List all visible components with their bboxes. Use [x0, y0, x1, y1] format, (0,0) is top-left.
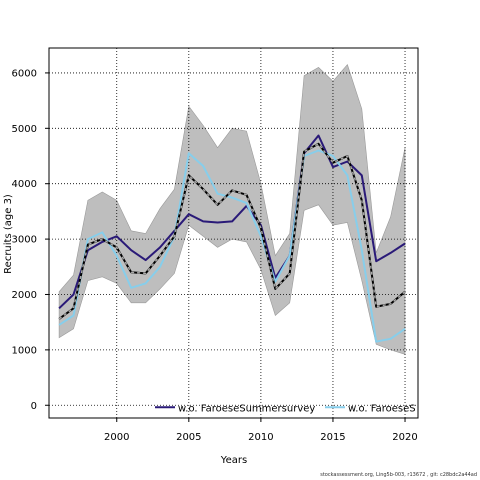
- legend-label-3: w.o. FaroeseS: [348, 403, 416, 414]
- y-tick-label: 2000: [12, 290, 37, 301]
- y-tick-label: 0: [31, 401, 37, 412]
- y-tick-label: 3000: [12, 235, 37, 246]
- x-tick-label: 2020: [392, 432, 417, 443]
- legend: w.o. FaroeseSummersurvey w.o. FaroeseS: [155, 403, 416, 414]
- series-layer: [58, 134, 406, 343]
- axis-layer: 2000 2005 2010 2015 2020 0 1000 2000 3000 4000 500…: [12, 68, 418, 443]
- x-tick-label: 2000: [104, 432, 129, 443]
- y-tick-label: 5000: [12, 124, 37, 135]
- x-tick-label: 2015: [320, 432, 345, 443]
- legend-label-2: w.o. FaroeseSummersurvey: [178, 403, 315, 414]
- y-axis-title: Recruits (age 3): [3, 194, 14, 274]
- series-line-1: [58, 143, 406, 320]
- x-tick-label: 2005: [176, 432, 201, 443]
- y-tick-label: 4000: [12, 179, 37, 190]
- y-tick-label: 6000: [12, 68, 37, 79]
- series-line-2: [58, 134, 406, 310]
- x-axis-title: Years: [220, 455, 247, 466]
- plot-frame: [48, 47, 419, 419]
- x-tick-label: 2010: [248, 432, 273, 443]
- footer-credit: stockassessment.org, Ling5b-003, r13672 …: [320, 472, 477, 478]
- y-tick-label: 1000: [12, 345, 37, 356]
- series-line-3: [58, 149, 406, 343]
